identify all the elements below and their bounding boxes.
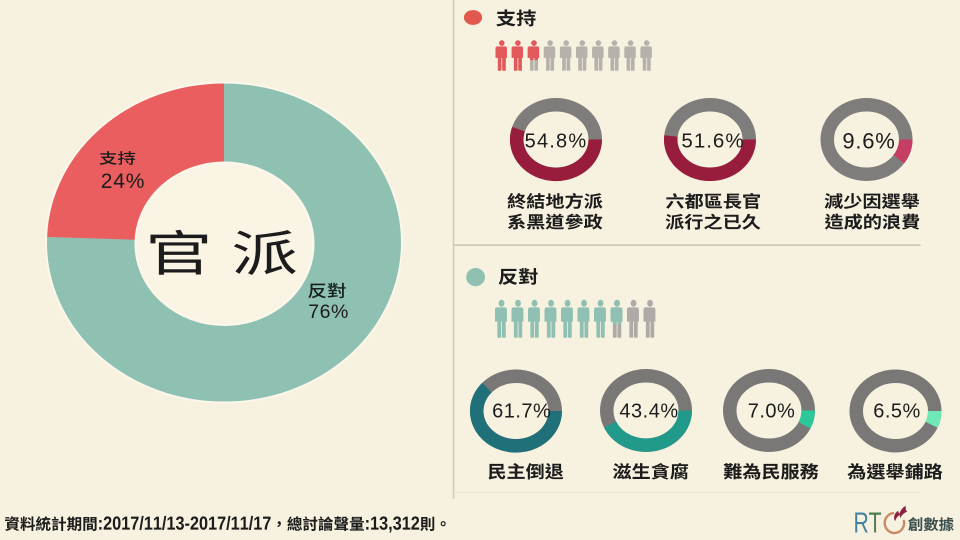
svg-text:61.7%: 61.7% [492, 400, 551, 422]
svg-text:9.6%: 9.6% [842, 129, 895, 154]
svg-text:54.8%: 54.8% [525, 131, 588, 153]
svg-text:7.0%: 7.0% [748, 400, 796, 422]
svg-text:43.4%: 43.4% [619, 400, 678, 422]
svg-text:51.6%: 51.6% [681, 130, 744, 153]
svg-text:24%: 24% [101, 170, 145, 193]
svg-text:6.5%: 6.5% [873, 400, 921, 422]
svg-text:T: T [869, 507, 882, 539]
svg-text:76%: 76% [308, 301, 349, 323]
svg-text:R: R [854, 507, 869, 539]
